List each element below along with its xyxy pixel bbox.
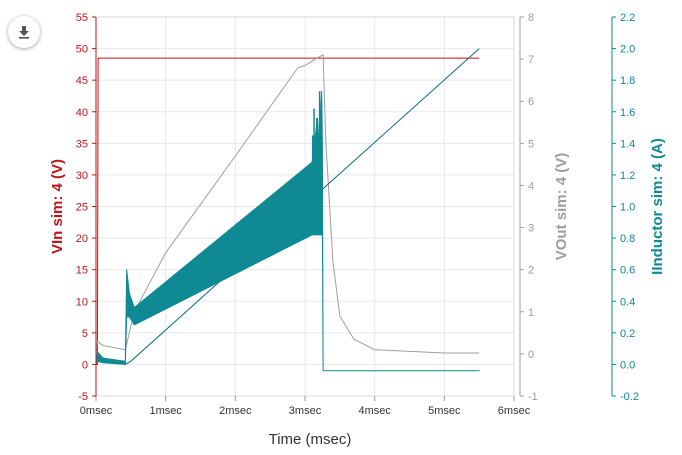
x-tick-label: 5msec — [428, 405, 461, 417]
vout-tick-label: 8 — [528, 12, 534, 24]
vin-tick-label: 5 — [82, 328, 88, 340]
x-tick-label: 4msec — [358, 405, 391, 417]
vout-tick-label: 7 — [528, 54, 534, 66]
il-axis-title: IInductor sim: 4 (A) — [649, 138, 666, 275]
vout-tick-label: 5 — [528, 138, 534, 150]
x-axis-title: Time (msec) — [269, 431, 352, 448]
il-tick-label: 1.4 — [620, 138, 635, 150]
inductor-current-ripple — [95, 90, 480, 372]
il-tick-label: 0.0 — [620, 359, 635, 371]
vin-tick-label: 0 — [82, 359, 88, 371]
x-tick-label: 3msec — [289, 405, 322, 417]
vin-tick-label: 55 — [76, 12, 88, 24]
axes: 0msec 1msec 2msec 3msec 4msec 5msec 6msec -5 0 5 1… — [49, 12, 666, 417]
vout-tick-label: 0 — [528, 349, 534, 361]
vin-tick-label: 35 — [76, 138, 88, 150]
x-tick-label: 2msec — [219, 405, 252, 417]
vin-tick-label: 40 — [76, 107, 88, 119]
vin-tick-label: 50 — [76, 44, 88, 56]
vout-tick-label: -1 — [528, 391, 538, 403]
il-tick-label: -0.2 — [620, 391, 639, 403]
il-tick-label: 2.0 — [620, 44, 635, 56]
vin-axis-title: VIn sim: 4 (V) — [49, 159, 66, 254]
download-button[interactable] — [8, 16, 40, 48]
vout-axis-title: VOut sim: 4 (V) — [553, 153, 570, 261]
vout-tick-label: 3 — [528, 223, 534, 235]
il-tick-label: 0.2 — [620, 328, 635, 340]
x-tick-label: 6msec — [498, 405, 531, 417]
il-tick-label: 0.4 — [620, 296, 635, 308]
vin-tick-label: -5 — [78, 391, 88, 403]
vin-tick-label: 30 — [76, 170, 88, 182]
vin-tick-label: 45 — [76, 75, 88, 87]
il-tick-label: 0.8 — [620, 233, 635, 245]
il-tick-label: 0.6 — [620, 265, 635, 277]
vout-tick-label: 1 — [528, 307, 534, 319]
vin-series-line — [96, 57, 480, 365]
download-icon — [19, 26, 29, 39]
x-tick-label: 0msec — [80, 405, 113, 417]
vin-tick-label: 15 — [76, 265, 88, 277]
vout-tick-label: 6 — [528, 96, 534, 108]
il-tick-label: 1.2 — [620, 170, 635, 182]
vin-tick-label: 20 — [76, 233, 88, 245]
il-tick-label: 1.8 — [620, 75, 635, 87]
vout-tick-label: 4 — [528, 180, 534, 192]
plot-series — [95, 48, 480, 372]
il-tick-label: 1.6 — [620, 107, 635, 119]
x-tick-label: 1msec — [149, 405, 182, 417]
il-tick-label: 1.0 — [620, 202, 635, 214]
il-tick-label: 2.2 — [620, 12, 635, 24]
vout-tick-label: 2 — [528, 265, 534, 277]
vin-tick-label: 25 — [76, 202, 88, 214]
vin-tick-label: 10 — [76, 296, 88, 308]
